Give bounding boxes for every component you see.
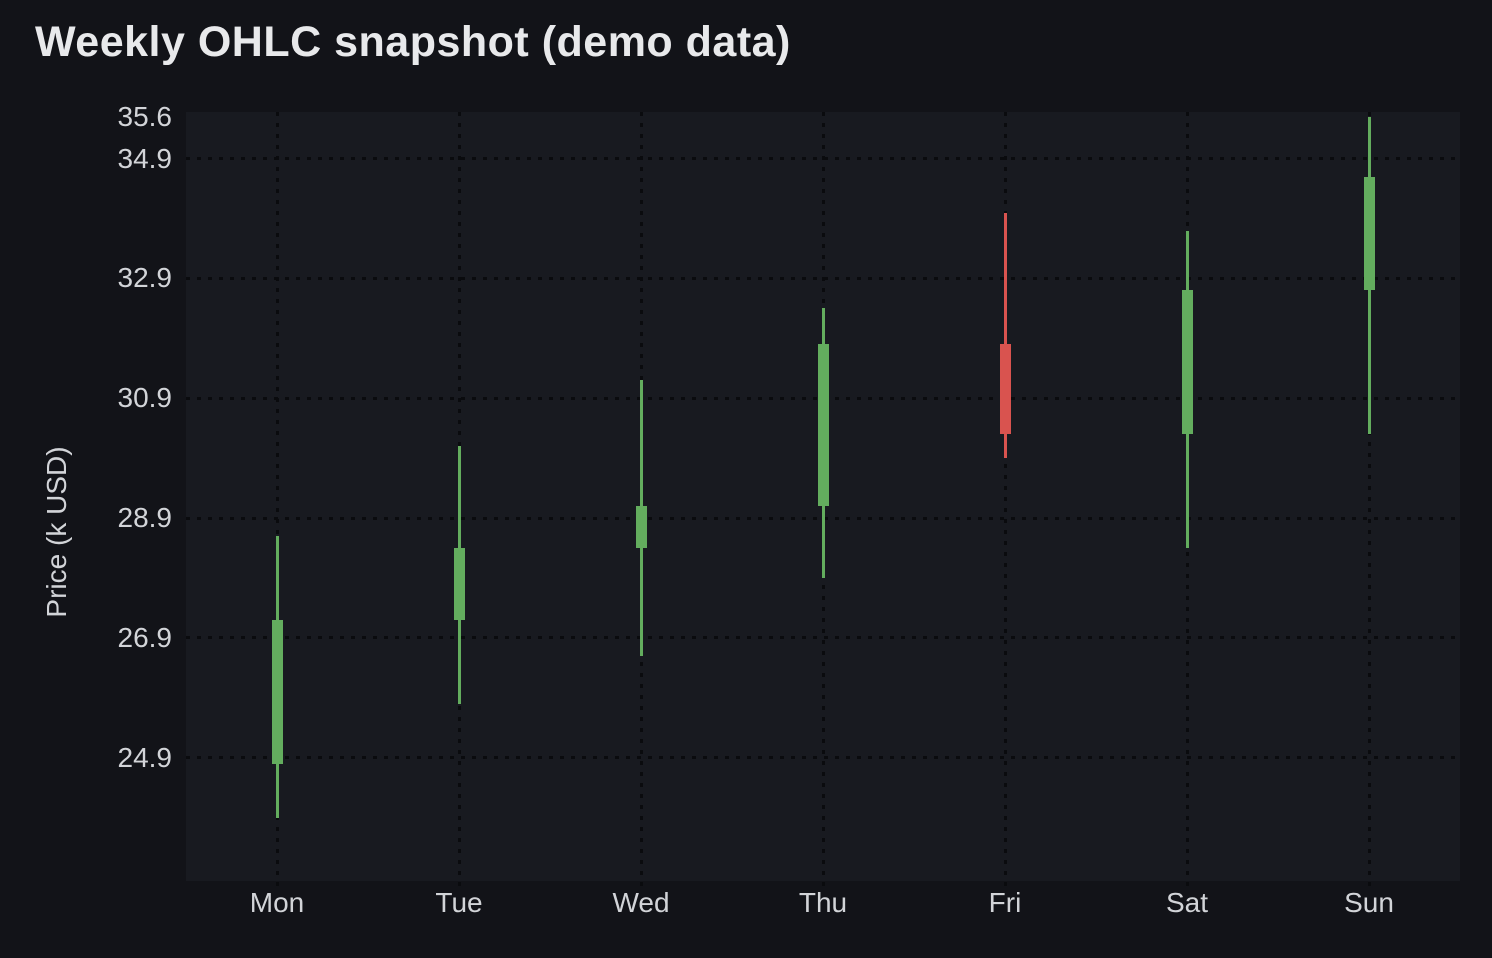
x-tick-label: Thu [798,887,848,918]
candle-body-thu [817,344,829,507]
candle-body-sun [1363,176,1375,291]
x-tick-label: Sat [1165,887,1209,918]
v-gridline [275,112,279,891]
y-tick-label: 26.9 [117,621,173,653]
x-tick-label: Sun [1344,887,1394,918]
candle-body-fri [999,344,1011,435]
v-gridline [1367,112,1371,891]
v-gridline [1003,112,1007,891]
candle-wick-fri [1003,212,1007,459]
y-tick-label: 30.9 [117,382,173,414]
x-tick-label: Mon [249,887,305,918]
plot-area [186,112,1460,891]
y-tick-label: 24.9 [117,741,173,773]
y-tick-label: 32.9 [117,262,173,294]
y-tick-label: 28.9 [117,502,173,534]
x-tick-label: Wed [612,887,670,918]
x-tick-label: Fri [988,887,1022,918]
candle-body-sat [1181,290,1193,435]
candle-body-mon [271,619,283,764]
y-tick-label: 35.6 [117,100,173,132]
candle-body-wed [635,506,647,548]
candle-body-tue [453,548,465,620]
chart-title: Weekly OHLC snapshot (demo data) [35,18,791,66]
y-tick-label: 34.9 [117,142,173,174]
x-tick-label: Tue [435,887,483,918]
